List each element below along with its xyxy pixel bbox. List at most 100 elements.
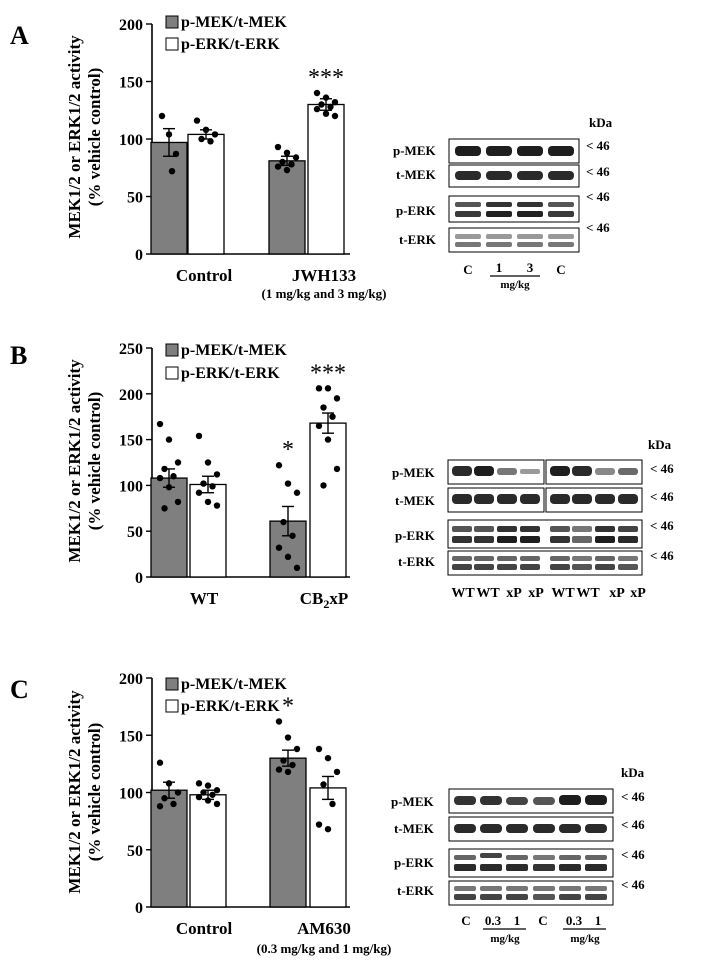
mw-marker: < 46 (650, 518, 674, 533)
data-point (315, 385, 323, 392)
mw-marker: < 46 (586, 189, 610, 204)
legend-swatch-mek (165, 343, 179, 357)
data-point (174, 498, 182, 506)
lane-label: 1 (496, 260, 503, 275)
data-point (156, 420, 164, 428)
lane-label: 3 (527, 260, 534, 275)
lane-label: WT (451, 586, 475, 601)
blot-row-label: p-MEK (393, 143, 437, 158)
data-point (324, 385, 332, 392)
y-tick-label: 200 (119, 671, 143, 688)
data-point (331, 99, 339, 106)
legend-swatch-mek (165, 677, 179, 691)
category-label: Control (176, 919, 233, 938)
significance-marker: *** (310, 360, 346, 386)
data-point (170, 800, 177, 808)
lane-label: xP (609, 586, 625, 601)
bar (189, 483, 227, 578)
data-point (156, 474, 164, 482)
data-point (275, 462, 283, 469)
y-axis-label-line1: MEK1/2 or ERK1/2 activity (65, 690, 84, 894)
data-point (275, 766, 283, 773)
significance-marker: * (282, 437, 294, 463)
data-point (275, 718, 283, 725)
mw-marker: < 46 (621, 789, 645, 804)
data-point (320, 781, 327, 788)
blot-row-label: p-ERK (396, 203, 437, 218)
data-point (213, 502, 221, 509)
data-point (284, 768, 292, 776)
blot-row-label: t-MEK (395, 493, 436, 508)
data-point (283, 149, 291, 156)
blot-row-label: t-MEK (396, 167, 437, 182)
data-point (213, 787, 221, 794)
category-label: JWH133 (292, 266, 356, 285)
data-point (324, 436, 332, 443)
western-blot: kDa p-MEK t-MEK p-ERK t-ERK < 46 < 46 < … (393, 115, 613, 291)
lane-label: xP (630, 586, 646, 601)
lane-label: 1 (595, 913, 602, 928)
data-point (200, 480, 207, 487)
lane-label: C (556, 262, 565, 277)
data-point (195, 432, 203, 440)
data-point (165, 131, 173, 138)
y-tick-label: 0 (135, 570, 143, 587)
blot-frame (448, 164, 580, 188)
mw-marker: < 46 (650, 548, 674, 563)
y-tick-label: 100 (119, 478, 143, 495)
kda-label: kDa (648, 437, 672, 452)
blot-bands (455, 146, 574, 247)
data-point (168, 168, 176, 175)
mw-marker: < 46 (621, 847, 645, 862)
blot-row-label: t-ERK (398, 554, 436, 569)
data-point (289, 761, 296, 769)
y-tick-label: 150 (119, 433, 143, 450)
y-tick-label: 250 (119, 341, 143, 358)
data-point (202, 126, 210, 133)
data-point (161, 465, 168, 473)
data-point (174, 459, 182, 466)
data-point (322, 110, 330, 117)
lane-label: xP (506, 586, 522, 601)
blot-frame (447, 519, 643, 549)
data-point (284, 480, 292, 487)
data-point (156, 759, 164, 766)
data-point (204, 459, 212, 466)
legend-swatch-erk (165, 37, 179, 51)
lane-label: xP (528, 586, 544, 601)
data-point (198, 135, 205, 143)
bar (187, 133, 225, 255)
bar (150, 477, 188, 578)
blot-frame (448, 880, 614, 906)
data-point (320, 404, 327, 411)
bar (269, 757, 307, 908)
blot-frame (447, 550, 643, 576)
data-point (333, 768, 341, 776)
bar (150, 789, 188, 908)
mw-marker: < 46 (621, 877, 645, 892)
lane-label: 1 (514, 913, 521, 928)
y-axis-label-line2: (% vehicle control) (85, 68, 104, 206)
category-note: (1 mg/kg and 3 mg/kg) (262, 286, 387, 301)
data-point (333, 465, 341, 473)
data-point (293, 564, 301, 572)
data-point (280, 518, 287, 526)
data-point (315, 422, 323, 430)
western-blot: kDa p-MEK t-MEK p-ERK t-ERK (392, 437, 674, 601)
data-point (333, 395, 341, 402)
y-tick-label: 0 (135, 247, 143, 264)
data-point (315, 821, 323, 828)
kda-label: kDa (621, 765, 645, 780)
y-axis-label-line2: (% vehicle control) (85, 723, 104, 861)
kda-label: kDa (589, 115, 613, 130)
data-point (320, 482, 327, 489)
data-point (156, 803, 164, 810)
data-point (329, 800, 336, 808)
data-point (209, 791, 216, 798)
legend-label-erk: p-ERK/t-ERK (181, 36, 280, 53)
mw-marker: < 46 (586, 138, 610, 153)
y-tick-label: 200 (119, 387, 143, 404)
data-point (161, 505, 168, 512)
panel-letter: A (10, 21, 29, 50)
